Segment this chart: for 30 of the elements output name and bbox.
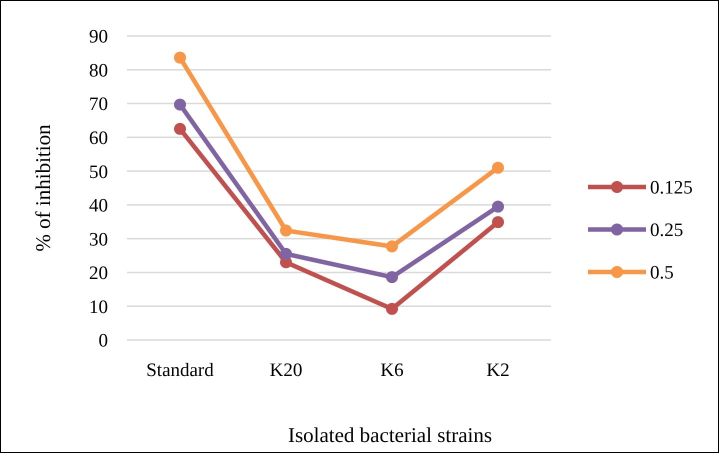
point [386,271,398,284]
point [492,216,504,228]
y-axis-title: % of inhibition [31,124,55,252]
x-tick-label: K20 [270,360,302,381]
point [280,224,292,237]
point [492,200,504,213]
y-tick-label: 70 [89,94,108,116]
x-axis-title: Isolated bacterial strains [288,423,492,447]
point [386,302,398,315]
point [174,52,186,64]
y-tick-label: 30 [89,229,108,250]
y-tick-label: 40 [89,196,108,217]
y-tick-label: 60 [89,128,108,149]
x-tick-label: K6 [380,360,404,381]
point [174,122,186,135]
legend-label: 0.5 [650,262,674,284]
y-tick-label: 50 [89,162,108,183]
y-tick-label: 0 [98,330,108,352]
x-tick-label: K2 [486,360,510,381]
x-tick-label: Standard [146,360,214,381]
y-tick-label: 20 [89,263,108,284]
point [492,162,504,174]
point [386,240,398,252]
point [174,98,186,111]
y-tick-label: 90 [89,26,108,48]
y-tick-label: 80 [89,60,108,82]
legend-label: 0.125 [650,178,693,199]
legend-label: 0.25 [650,220,684,242]
y-tick-label: 10 [89,296,108,318]
point [280,248,292,260]
